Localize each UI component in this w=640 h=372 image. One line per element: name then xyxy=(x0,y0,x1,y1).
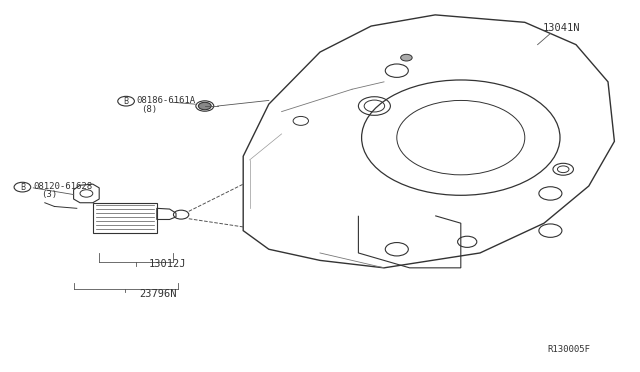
Text: B: B xyxy=(20,183,25,192)
Text: 08186-6161A: 08186-6161A xyxy=(136,96,195,105)
Text: 08120-61628: 08120-61628 xyxy=(33,182,92,190)
Text: 13041N: 13041N xyxy=(543,23,580,33)
Bar xyxy=(93,203,157,232)
Text: B: B xyxy=(124,97,129,106)
Text: R130005F: R130005F xyxy=(547,345,590,354)
Text: 13012J: 13012J xyxy=(148,259,186,269)
Text: (8): (8) xyxy=(141,105,157,114)
Circle shape xyxy=(401,54,412,61)
Text: (3): (3) xyxy=(42,190,58,199)
Text: 23796N: 23796N xyxy=(140,289,177,299)
Circle shape xyxy=(198,102,211,110)
